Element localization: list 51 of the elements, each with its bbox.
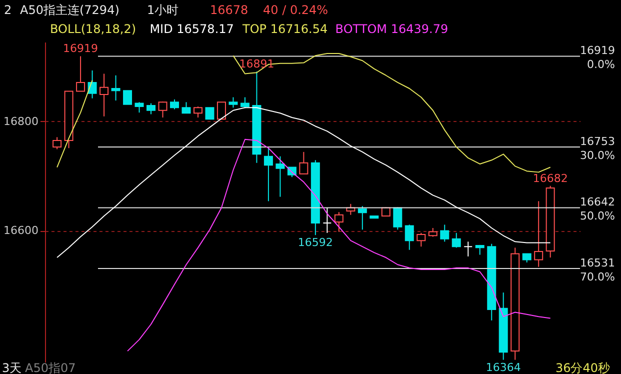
chart-title: A50指主连(7294) [20,3,120,17]
candlestick [158,101,168,118]
candlestick [322,207,332,234]
candlestick [111,74,120,102]
candlestick [358,206,367,230]
candlestick [193,106,202,118]
candlestick [276,156,285,198]
candlestick [76,56,86,92]
ref-line-label: 16642 50.0% [580,196,615,223]
annotation: 16919 [63,42,98,56]
y-tick-label: 16800 [4,114,38,128]
ref-line-label: 16753 30.0% [580,135,615,162]
text: 2 [4,3,12,17]
candlestick [440,224,450,242]
candlestick [299,151,308,174]
candlestick [393,206,402,230]
text: 16678 [210,3,248,17]
candlestick [452,232,461,248]
text: BOTTOM 16439.79 [335,22,448,36]
candlestick [134,102,144,114]
annotation: 16682 [532,172,568,185]
text: MID 16578.17 [150,22,234,36]
text: 40 / 0.24% [263,3,328,17]
annotation: 36分40秒 [555,361,610,374]
annotation: 16364 [486,360,521,374]
candlestick [264,148,273,202]
chart-subtitle: 1小时 [147,3,179,17]
candlestick [88,70,97,99]
candlestick [100,73,109,117]
candlestick [205,107,214,120]
candlestick [464,241,473,257]
candlestick [182,102,191,114]
annotation: A50指07 [25,361,76,374]
ref-line-label: 16531 70.0% [580,256,615,284]
legend-title: BOLL(18,18,2) [50,22,136,36]
candlestick [170,98,179,110]
candlestick [228,96,238,108]
candlestick [404,224,414,250]
candlestick [146,102,156,115]
candlestick [416,232,426,248]
annotation: 16891 [239,58,274,71]
candlestick [534,200,544,268]
text: 3天 [2,361,22,374]
ref-line-label: 16919 0.0% [580,44,615,72]
annotation: 16592 [298,236,333,250]
candlestick [216,102,226,120]
candlestick [52,136,62,150]
series-label: TOP 16716.54 [242,22,328,36]
candlestick [334,212,344,232]
y-tick-label: 16600 [4,224,38,238]
candlestick [123,90,132,105]
